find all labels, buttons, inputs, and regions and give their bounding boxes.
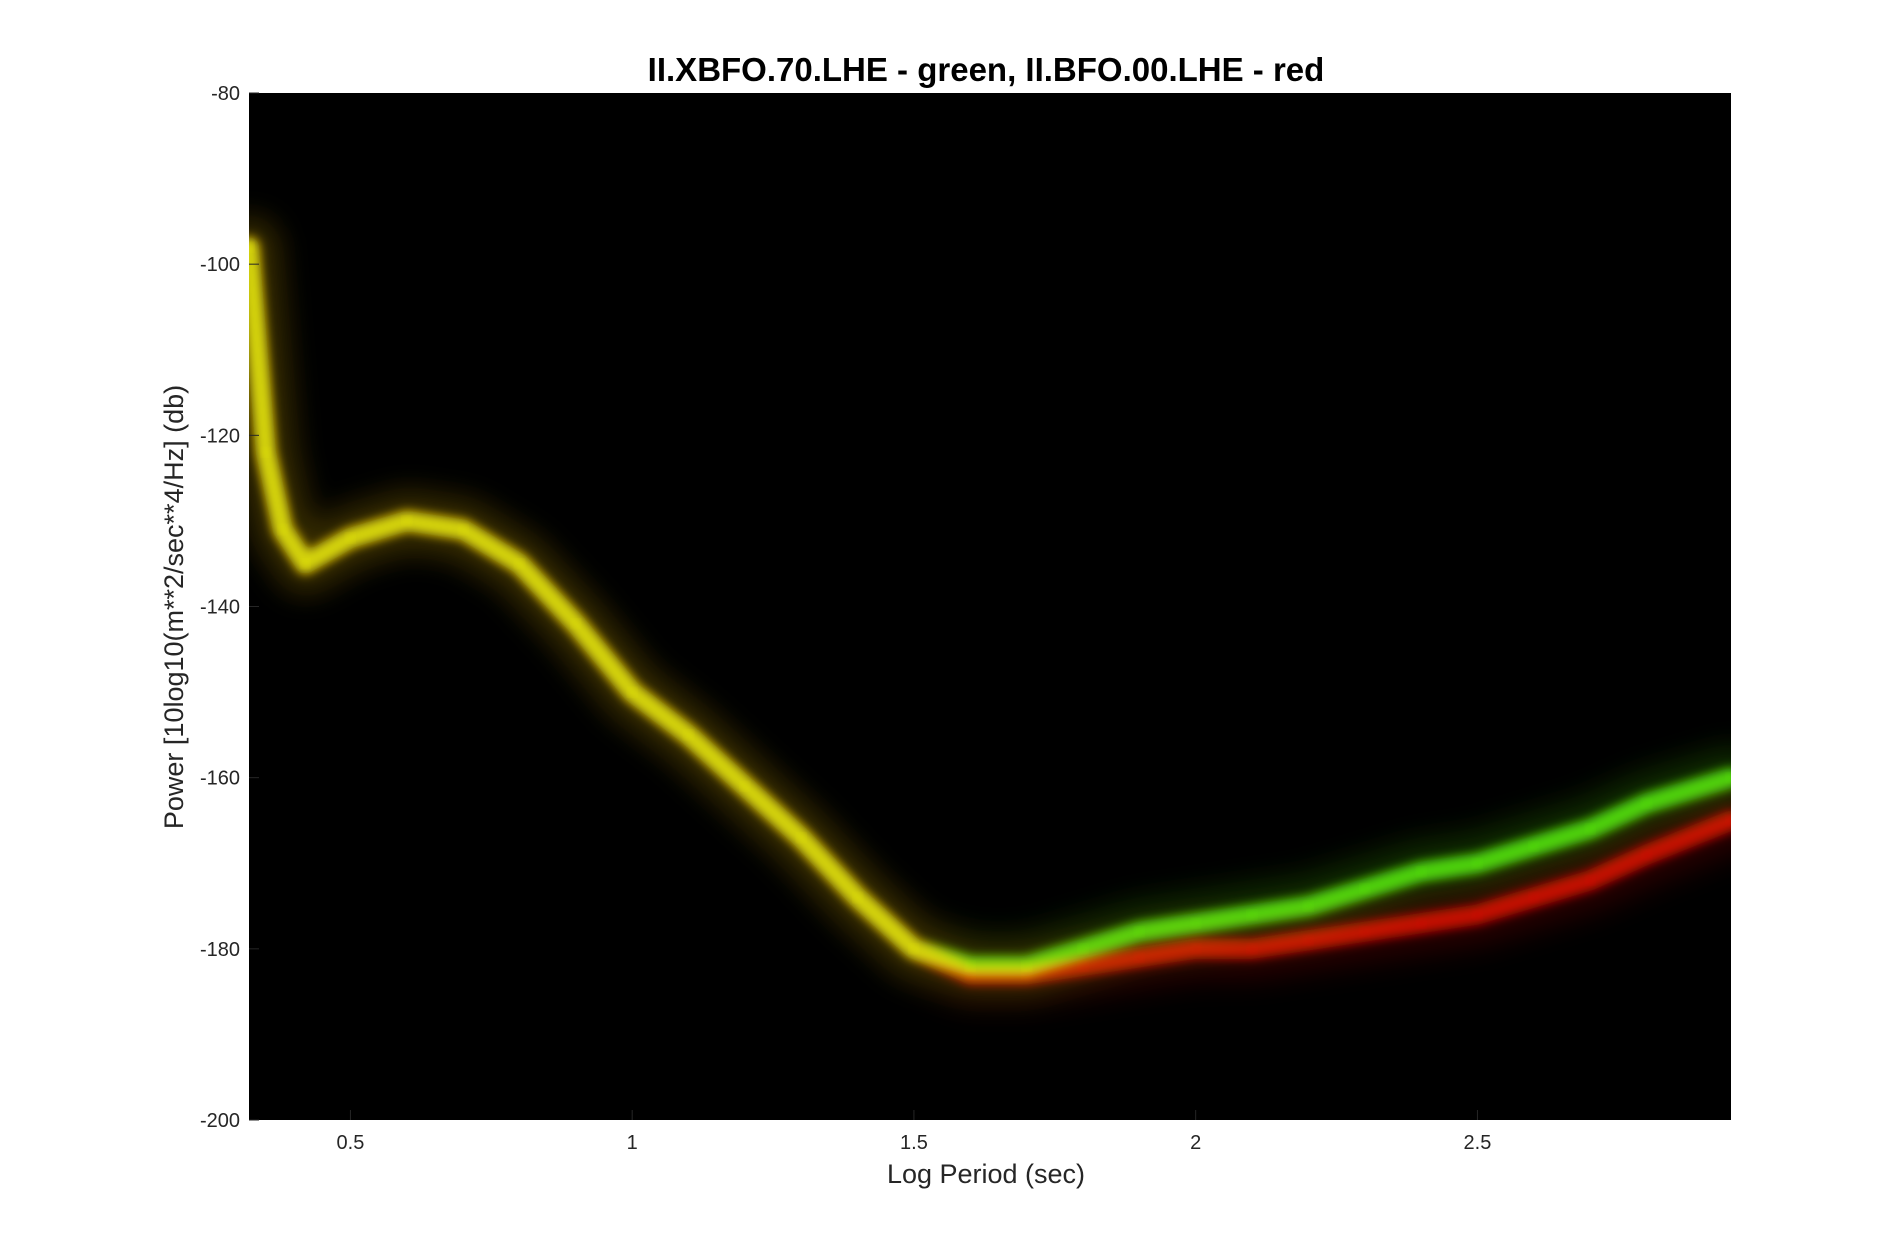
data-point bbox=[1473, 910, 1482, 919]
data-point bbox=[1022, 962, 1031, 970]
data-point bbox=[1360, 884, 1369, 893]
data-point bbox=[853, 893, 862, 902]
data-point bbox=[1727, 773, 1731, 782]
y-axis-label: Power [10log10(m**2/sec**4/Hz] (db) bbox=[159, 385, 189, 829]
y-tick-label: -80 bbox=[211, 83, 240, 105]
data-point bbox=[1642, 799, 1651, 808]
data-point bbox=[571, 619, 580, 628]
data-point bbox=[346, 534, 355, 542]
data-point bbox=[261, 448, 270, 457]
data-point bbox=[909, 944, 918, 953]
data-point bbox=[1473, 859, 1482, 868]
data-point bbox=[1727, 816, 1731, 825]
data-point bbox=[402, 516, 411, 525]
series-II.XBFO.70.LHE bbox=[249, 217, 1731, 996]
y-tick-label: -160 bbox=[200, 768, 240, 790]
x-tick-label: 2 bbox=[1190, 1132, 1201, 1154]
y-tick-label: -200 bbox=[200, 1110, 240, 1132]
series-layer bbox=[249, 217, 1731, 1005]
data-point bbox=[1248, 944, 1256, 953]
x-tick-label: 1.5 bbox=[900, 1132, 928, 1154]
x-tick-label: 1 bbox=[627, 1132, 638, 1154]
data-point bbox=[684, 730, 693, 739]
x-axis-label: Log Period (sec) bbox=[887, 1159, 1085, 1189]
data-point bbox=[1586, 876, 1595, 885]
data-point bbox=[301, 559, 310, 568]
data-point bbox=[1417, 867, 1426, 876]
data-point bbox=[459, 525, 468, 534]
data-point bbox=[1248, 910, 1256, 919]
data-point bbox=[1135, 927, 1144, 936]
data-point bbox=[628, 688, 637, 697]
data-point bbox=[278, 525, 287, 534]
data-point bbox=[1079, 944, 1087, 953]
y-tick-label: -120 bbox=[200, 425, 240, 447]
y-tick-label: -180 bbox=[200, 939, 240, 961]
x-tick-label: 0.5 bbox=[337, 1132, 365, 1154]
data-point bbox=[249, 243, 253, 252]
x-tick-label: 2.5 bbox=[1464, 1132, 1492, 1154]
y-tick-label: -140 bbox=[200, 597, 240, 619]
data-point bbox=[1529, 842, 1538, 851]
data-point bbox=[1586, 825, 1595, 833]
data-point bbox=[1304, 936, 1313, 945]
data-point bbox=[1417, 919, 1426, 928]
data-point bbox=[797, 833, 806, 842]
data-point bbox=[1191, 919, 1200, 928]
data-point bbox=[515, 559, 524, 568]
y-tick-label: -100 bbox=[200, 254, 240, 276]
data-point bbox=[1304, 902, 1313, 910]
data-point bbox=[1360, 927, 1369, 936]
axes-layer: 0.5 1 1.5 2 2.5 -80 -100 -120 -140 -160 -180 -200 bbox=[200, 83, 1491, 1154]
data-point bbox=[966, 962, 975, 970]
data-point bbox=[1642, 850, 1651, 859]
data-point bbox=[1529, 893, 1538, 902]
data-point bbox=[740, 782, 749, 791]
chart-title: II.XBFO.70.LHE - green, II.BFO.00.LHE - … bbox=[648, 51, 1325, 88]
